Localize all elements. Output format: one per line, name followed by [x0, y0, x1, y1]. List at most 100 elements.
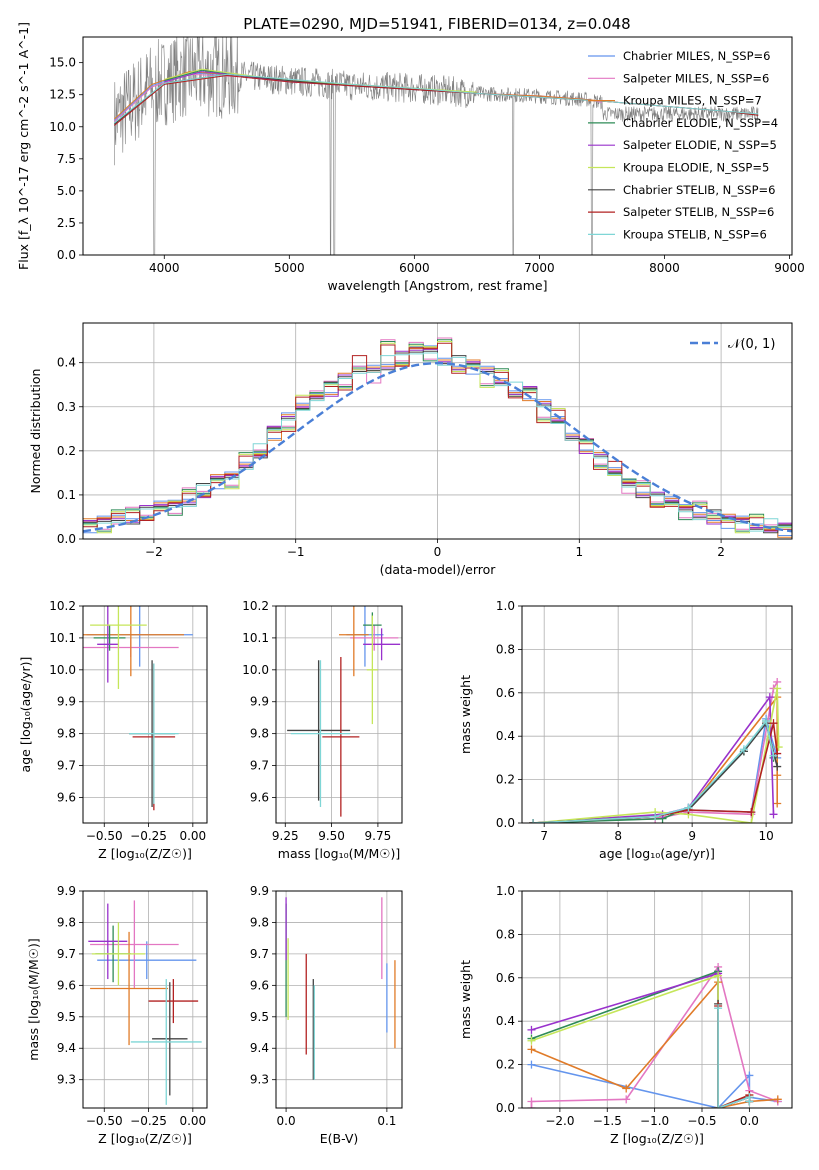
weight-marker: [622, 1084, 631, 1093]
y-tick-label: 9.4: [57, 1041, 76, 1055]
x-tick-label: 0.00: [179, 829, 206, 843]
residual-panel: −2 −1 0 1 2 0.0 0.1 0.2 0.3 0.4 (data-model)/error…: [28, 322, 793, 577]
x-tick-label: 7: [540, 829, 548, 843]
residual-histogram: [83, 342, 792, 531]
x-tick-label: 4000: [149, 261, 180, 275]
x-tick-label: −1.0: [640, 1114, 669, 1128]
legend-label: Kroupa ELODIE, N_SSP=5: [623, 161, 769, 175]
weight-marker: [714, 971, 723, 980]
y-tick-label: 0.4: [496, 729, 515, 743]
x-tick-label: 0.0: [740, 1114, 759, 1128]
x-tick-label: −0.50: [86, 829, 123, 843]
x-tick-label: 6000: [399, 261, 430, 275]
y-tick-label: 0.1: [57, 488, 76, 502]
legend-label: Chabrier ELODIE, N_SSP=4: [623, 116, 778, 130]
y-tick-label: 9.7: [57, 759, 76, 773]
y-tick-label: 9.9: [57, 695, 76, 709]
weight-marker: [773, 762, 782, 771]
model-spectrum-line: [113, 73, 759, 124]
y-tick-label: 9.8: [57, 915, 76, 929]
x-tick-label: −0.50: [86, 1114, 123, 1128]
y-axis-label: mass weight: [458, 675, 473, 754]
x-tick-label: 9.25: [272, 829, 299, 843]
residual-histogram: [83, 352, 792, 532]
x-tick-label: 7000: [524, 261, 555, 275]
y-tick-label: 0.4: [57, 356, 76, 370]
weight-marker: [622, 1095, 631, 1104]
y-tick-label: 9.7: [57, 947, 76, 961]
y-tick-label: 9.3: [250, 1073, 269, 1087]
plot-area: [529, 677, 783, 823]
weight-marker: [651, 812, 660, 821]
y-tick-label: 9.9: [250, 884, 269, 898]
weight-marker: [765, 693, 774, 702]
weight-marker: [747, 808, 756, 817]
x-axis-label: Z [log₁₀(Z/Z☉)]: [98, 846, 192, 861]
axes-frame: [82, 890, 208, 1109]
y-tick-label: 0.0: [496, 816, 515, 830]
weight-line: [533, 719, 775, 823]
weight-marker: [773, 799, 782, 808]
legend-label: Chabrier STELIB, N_SSP=6: [623, 183, 775, 197]
y-tick-label: 0.3: [57, 400, 76, 414]
y-tick-label: 9.6: [57, 978, 76, 992]
axes-frame: [521, 605, 793, 824]
plot-area: [287, 606, 401, 817]
y-tick-label: 0.6: [496, 686, 515, 700]
legend-label: Salpeter MILES, N_SSP=6: [623, 71, 769, 85]
axes-frame: [82, 36, 793, 256]
plot-area: [83, 606, 193, 811]
weight-vs-age-panel: 7 8 9 10 0.0 0.2 0.4 0.6 0.8 1.0 age [log₁₀(age/yr…: [458, 599, 793, 861]
y-tick-label: 0.4: [496, 1014, 515, 1028]
y-tick-label: 2.5: [57, 216, 76, 230]
y-tick-label: 10.0: [49, 120, 76, 134]
weight-marker: [773, 771, 782, 780]
y-tick-label: 10.0: [49, 663, 76, 677]
legend-label: Kroupa STELIB, N_SSP=6: [623, 227, 767, 241]
y-tick-label: 0.8: [496, 642, 515, 656]
weight-marker: [714, 1004, 723, 1013]
age-vs-mass-panel: 9.25 9.50 9.75 9.6 9.7 9.8 9.9 10.0 10.1 10.2 mass…: [242, 599, 403, 861]
y-tick-label: 15.0: [49, 56, 76, 70]
y-tick-label: 0.2: [496, 773, 515, 787]
x-tick-label: 0.0: [277, 1114, 296, 1128]
y-tick-label: 9.8: [57, 727, 76, 741]
x-tick-label: 0.1: [377, 1114, 396, 1128]
y-tick-label: 10.2: [242, 599, 269, 613]
y-tick-label: 10.1: [49, 631, 76, 645]
mass-vs-extinction-panel: 0.0 0.1 9.3 9.4 9.5 9.6 9.7 9.8 9.9 E(B-V): [250, 884, 403, 1146]
figure-title: PLATE=0290, MJD=51941, FIBERID=0134, z=0…: [243, 15, 630, 33]
x-tick-label: 1: [575, 545, 583, 559]
x-tick-label: 10: [758, 829, 773, 843]
weight-marker: [529, 819, 538, 823]
x-tick-label: 8: [614, 829, 622, 843]
legend-label: Kroupa MILES, N_SSP=7: [623, 94, 762, 108]
y-tick-label: 9.8: [250, 915, 269, 929]
x-tick-label: 0: [434, 545, 442, 559]
y-tick-label: 9.4: [250, 1041, 269, 1055]
y-tick-label: 10.0: [242, 663, 269, 677]
weight-line: [533, 688, 780, 823]
y-tick-label: 1.0: [496, 884, 515, 898]
y-tick-label: 0.0: [57, 532, 76, 546]
weight-marker: [714, 1104, 723, 1108]
x-axis-label: E(B-V): [320, 1131, 359, 1146]
axes-frame: [275, 890, 403, 1109]
y-tick-label: 9.5: [250, 1010, 269, 1024]
y-axis-label: age [log₁₀(age/yr)]: [18, 657, 33, 773]
y-tick-label: 12.5: [49, 88, 76, 102]
legend-label: Salpeter ELODIE, N_SSP=5: [623, 138, 777, 152]
age-vs-metallicity-panel: −0.50 −0.25 0.00 9.6 9.7 9.8 9.9 10.0 10.1 10.2 Z …: [18, 599, 208, 861]
x-tick-label: 8000: [649, 261, 680, 275]
x-tick-label: −0.25: [130, 1114, 167, 1128]
x-tick-label: 9000: [774, 261, 805, 275]
observed-spectrum: [114, 37, 759, 255]
plot-area: [113, 37, 759, 255]
legend-label: Salpeter STELIB, N_SSP=6: [623, 205, 774, 219]
y-tick-label: 9.6: [57, 790, 76, 804]
x-tick-label: −1: [287, 545, 305, 559]
x-axis-label: wavelength [Angstrom, rest frame]: [327, 278, 547, 293]
weight-vs-metallicity-panel: −2.0 −1.5 −1.0 −0.5 0.0 0.0 0.2 0.4 0.6 0.8 1.0 Z […: [458, 884, 793, 1146]
axes-frame: [275, 605, 403, 824]
x-tick-label: 9.75: [365, 829, 392, 843]
